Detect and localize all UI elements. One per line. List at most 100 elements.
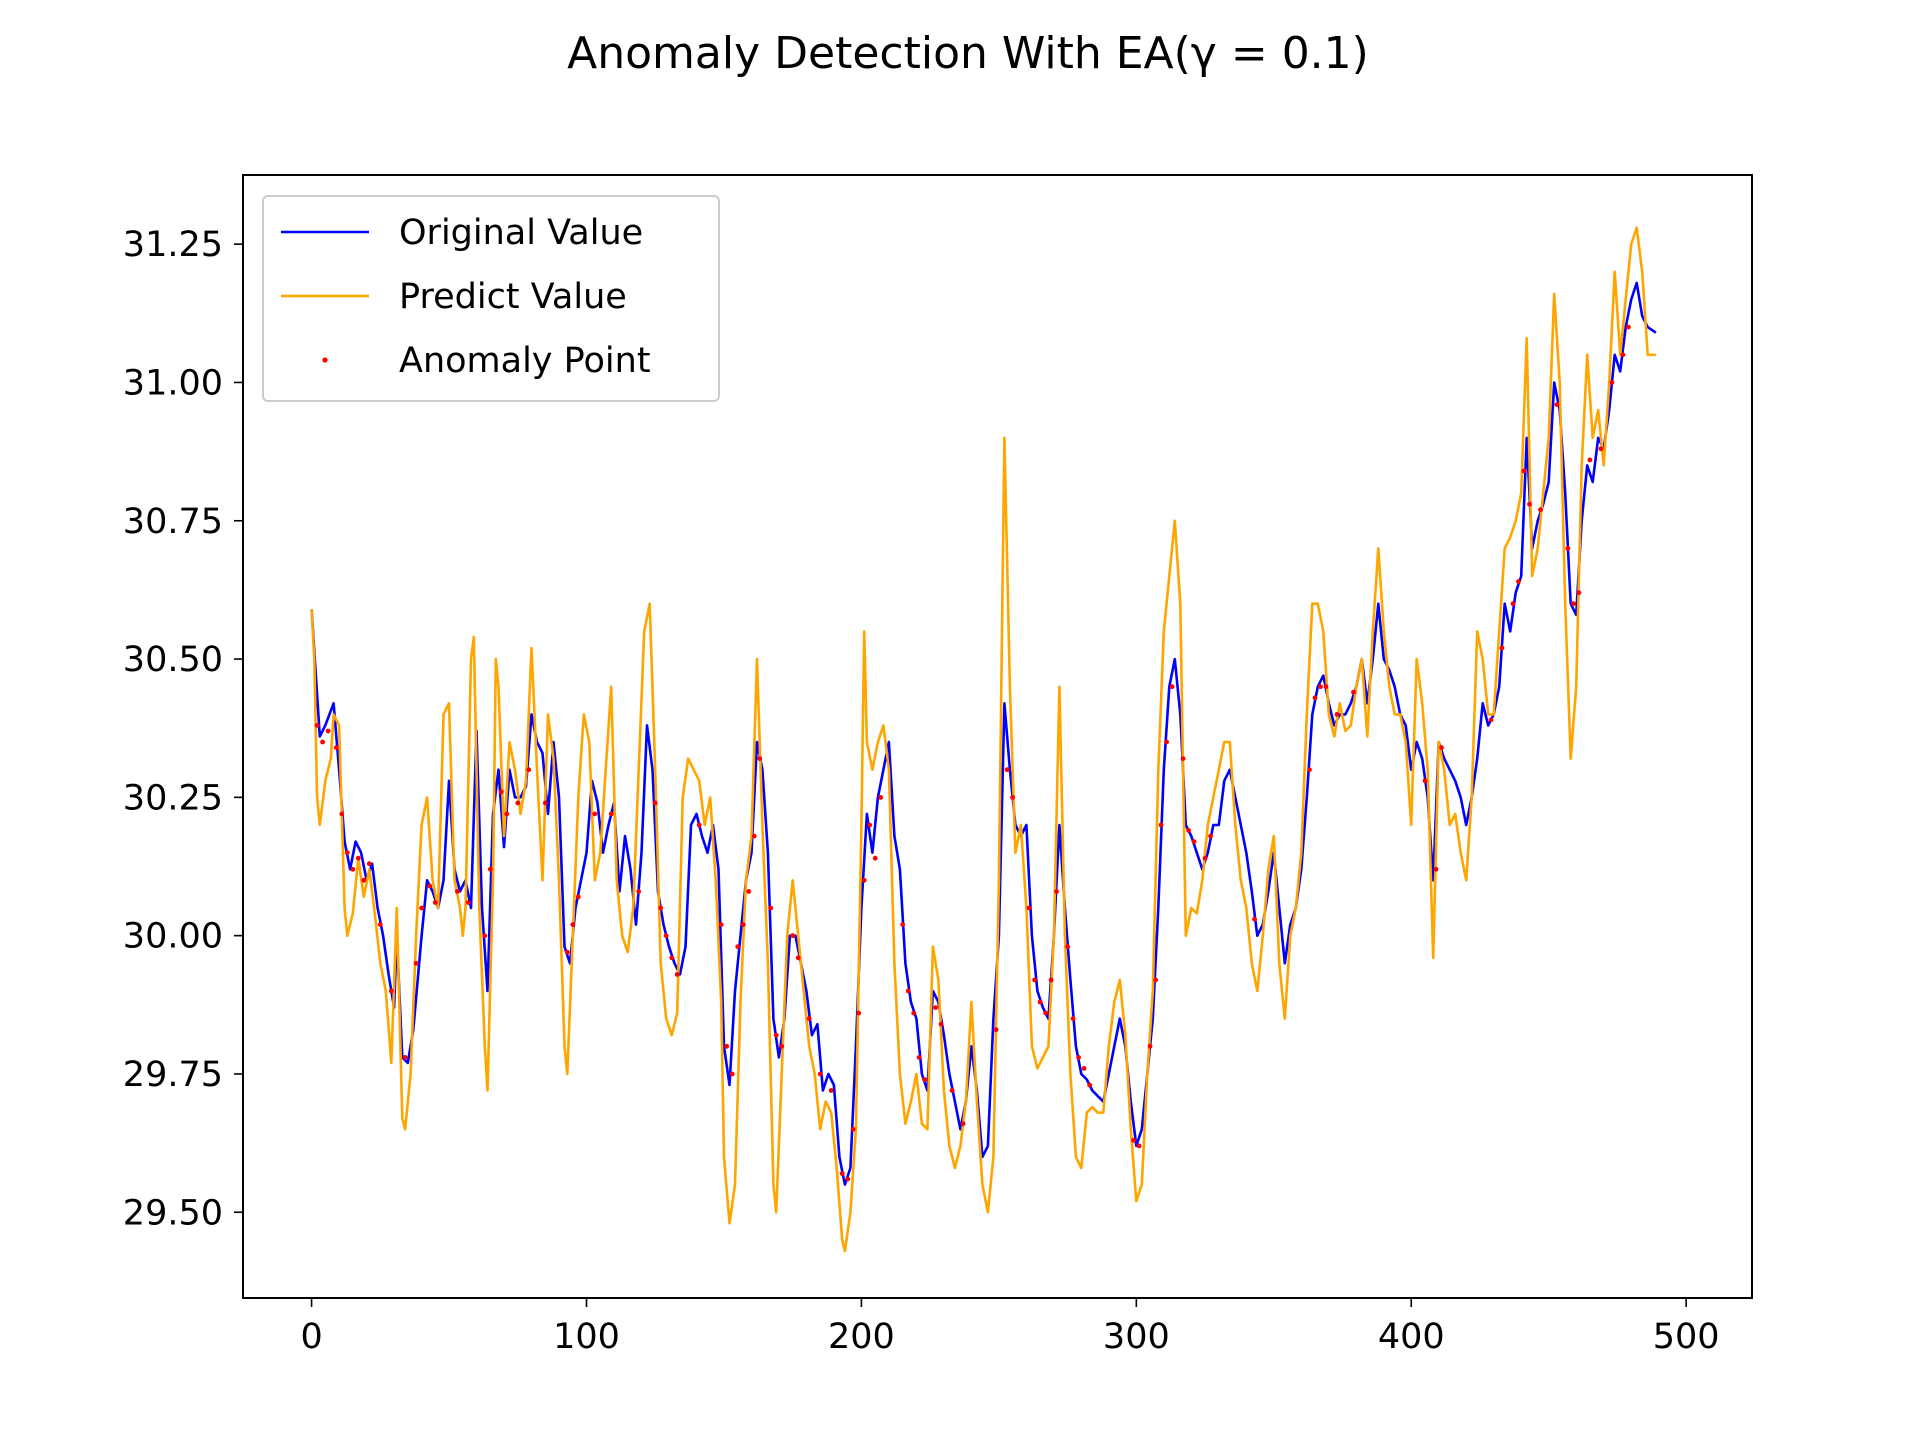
anomaly-point [740,922,746,927]
anomaly-point [339,811,345,817]
anomaly-point [1004,767,1010,773]
y-tick-label: 29.50 [123,1193,223,1233]
plot-area [242,174,1753,1299]
anomaly-point [658,905,664,911]
x-tick-label: 400 [1378,1317,1445,1357]
anomaly-point [790,933,796,939]
anomaly-point [696,822,702,828]
anomaly-point [867,822,873,828]
anomaly-point [333,745,339,750]
anomaly-point [350,866,356,872]
y-tick-label: 31.00 [123,363,223,403]
anomaly-point [1521,468,1527,474]
anomaly-point [1598,446,1604,452]
x-tick-label: 200 [828,1317,895,1357]
anomaly-point [419,905,424,911]
anomaly-point [795,955,801,961]
anomaly-point [663,933,669,939]
anomaly-point [1065,944,1070,950]
anomaly-point [1186,828,1191,833]
anomaly-point [608,811,614,817]
anomaly-point [938,1021,944,1027]
anomaly-point [779,1043,785,1049]
anomaly-point [1323,684,1329,690]
anomaly-point [1307,767,1312,773]
anomaly-point [1626,324,1631,330]
anomaly-point [768,905,774,911]
anomaly-point [861,877,867,883]
anomaly-point [900,922,906,927]
chart-title: Anomaly Detection With EA(γ = 0.1) [567,28,1369,79]
anomaly-point [1136,1143,1142,1149]
anomaly-point [1202,855,1208,861]
anomaly-point [1527,501,1532,507]
anomaly-point [674,972,680,977]
anomaly-point [1010,795,1015,800]
anomaly-point [718,922,724,927]
anomaly-point [432,900,438,905]
anomaly-point [922,1077,927,1082]
legend-label: Predict Value [399,277,627,317]
anomaly-point [751,833,757,839]
anomaly-point [361,877,367,883]
anomaly-point [1169,684,1175,690]
anomaly-point [1510,601,1516,607]
y-axis: 29.50 29.75 30.00 30.25 30.50 30.75 31.00 31.25 [123,225,243,1233]
anomaly-point [1087,1082,1092,1088]
x-tick-label: 300 [1103,1317,1170,1357]
anomaly-point [1180,756,1186,761]
legend-label: Original Value [399,213,643,253]
anomaly-point [1422,778,1428,784]
legend-label: Anomaly Point [399,341,651,381]
y-tick-label: 30.00 [123,917,223,957]
anomaly-point [960,1121,966,1127]
anomaly-point [1318,684,1323,690]
anomaly-point [1147,1043,1153,1049]
anomaly-point [669,955,675,961]
anomaly-point [933,1005,938,1010]
anomaly-point [314,723,320,728]
legend: Original Value Predict Value Anomaly Point [262,195,720,402]
x-tick-label: 100 [553,1317,620,1357]
anomaly-point [1026,905,1032,911]
anomaly-point [325,728,331,734]
series-line-predict-value [310,226,1656,1253]
plot-frame [242,174,1753,1299]
anomaly-point [515,800,521,806]
anomaly-point [949,1088,955,1093]
anomaly-point [564,949,570,955]
anomaly-point [773,1032,779,1038]
anomaly-point [652,800,658,806]
anomaly-point [1488,717,1494,723]
anomaly-point [482,933,488,939]
anomaly-point [504,811,510,817]
anomaly-point [845,1176,851,1182]
anomaly-point [1153,977,1158,983]
anomaly-point [320,739,325,745]
anomaly-point [427,883,433,889]
anomaly-point [542,800,548,806]
x-axis: 0 100 200 300 400 500 [300,1298,1720,1357]
legend-swatch [322,357,328,363]
anomaly-point [1587,457,1593,463]
y-tick-label: 31.25 [123,225,223,265]
x-tick-label: 500 [1653,1317,1720,1357]
anomaly-point [1554,402,1560,407]
anomaly-point [746,889,752,894]
anomaly-point [1538,507,1543,513]
anomaly-point [724,1043,730,1049]
anomaly-point [592,811,598,817]
anomaly-point [856,1010,862,1016]
anomaly-point [377,922,383,927]
y-tick-label: 29.75 [123,1055,223,1095]
anomaly-point [850,1126,856,1132]
anomaly-point [817,1071,823,1077]
anomaly-point [828,1088,834,1093]
anomaly-point [1334,712,1340,717]
anomaly-point [526,767,532,773]
anomaly-point [570,922,576,927]
anomaly-point [465,900,471,905]
anomaly-point [1571,601,1576,607]
anomaly-point [1312,695,1318,701]
